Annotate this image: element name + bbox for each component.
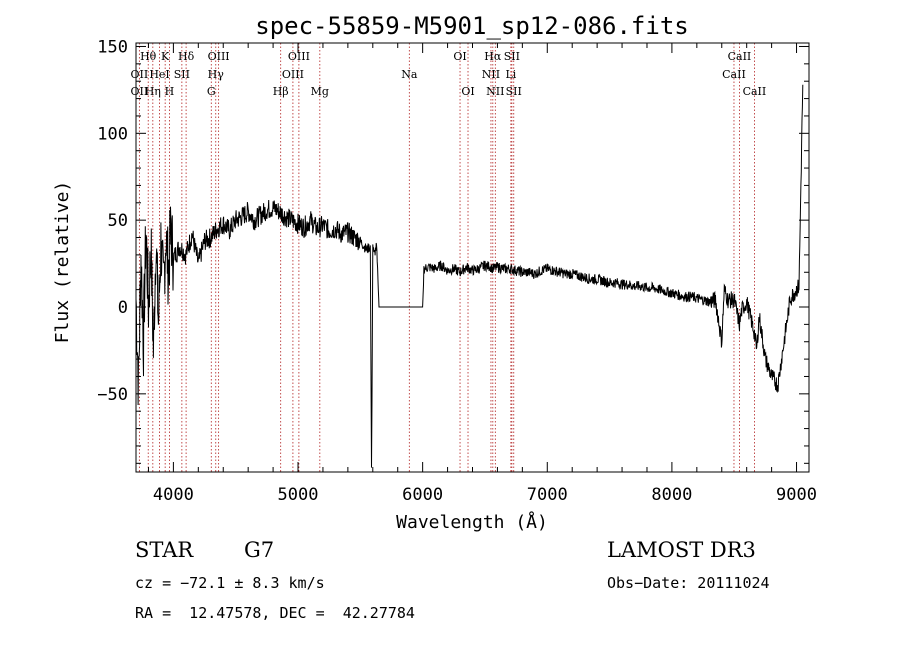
line-label: OIII xyxy=(288,50,310,63)
line-label: H xyxy=(165,85,175,98)
line-label: OI xyxy=(453,50,466,63)
y-axis-ticks: −50 0 50 100 150 xyxy=(97,37,809,464)
observation-date: Obs−Date: 20111024 xyxy=(607,574,770,592)
redshift-velocity: cz = −72.1 ± 8.3 km/s xyxy=(135,574,325,592)
chart-title: spec-55859-M5901_sp12-086.fits xyxy=(255,12,688,40)
spectrum-line xyxy=(135,84,804,468)
y-axis-label: Flux (relative) xyxy=(52,181,73,344)
line-label: Na xyxy=(401,68,418,81)
line-label: OII xyxy=(131,85,149,98)
x-tick-label: 8000 xyxy=(651,485,692,505)
line-label: Mg xyxy=(311,85,329,98)
emission-line-markers xyxy=(138,43,755,472)
y-tick-label: 50 xyxy=(108,211,128,231)
line-label: Hθ xyxy=(140,50,157,63)
y-tick-label: 0 xyxy=(118,298,128,318)
y-tick-label: −50 xyxy=(97,385,128,405)
x-tick-label: 5000 xyxy=(278,485,319,505)
line-label: Hβ xyxy=(273,85,289,98)
x-tick-label: 6000 xyxy=(402,485,443,505)
line-label: Hδ xyxy=(178,50,195,63)
y-tick-label: 150 xyxy=(97,37,128,57)
line-label: CaII xyxy=(728,50,752,63)
line-label: Hη xyxy=(145,85,161,98)
line-label: OIII xyxy=(282,68,304,81)
line-label: NII xyxy=(482,68,500,81)
line-label: NII xyxy=(486,85,504,98)
x-tick-label: 7000 xyxy=(527,485,568,505)
survey-name: LAMOST DR3 xyxy=(607,538,756,562)
line-label: SII xyxy=(506,85,522,98)
object-subclass: G7 xyxy=(244,538,275,562)
line-label: Hα xyxy=(484,50,502,63)
line-label: SII xyxy=(174,68,190,81)
x-tick-label: 9000 xyxy=(776,485,817,505)
line-label: HeI xyxy=(149,68,169,81)
line-label: OI xyxy=(461,85,474,98)
line-label: SII xyxy=(504,50,520,63)
object-class: STAR xyxy=(135,538,194,562)
line-label: CaII xyxy=(722,68,746,81)
line-label: Li xyxy=(505,68,516,81)
line-label: OII xyxy=(131,68,149,81)
line-label: K xyxy=(161,50,170,63)
line-label: G xyxy=(207,85,216,98)
x-tick-label: 4000 xyxy=(153,485,194,505)
y-tick-label: 100 xyxy=(97,124,128,144)
line-label: OIII xyxy=(208,50,230,63)
coordinates: RA = 12.47578, DEC = 42.27784 xyxy=(135,604,415,622)
line-label: CaII xyxy=(743,85,767,98)
line-label: Hγ xyxy=(208,68,225,81)
x-axis-label: Wavelength (Å) xyxy=(396,511,548,533)
x-axis-ticks: 4000 5000 6000 7000 8000 9000 xyxy=(147,43,817,505)
plot-frame xyxy=(135,42,810,473)
